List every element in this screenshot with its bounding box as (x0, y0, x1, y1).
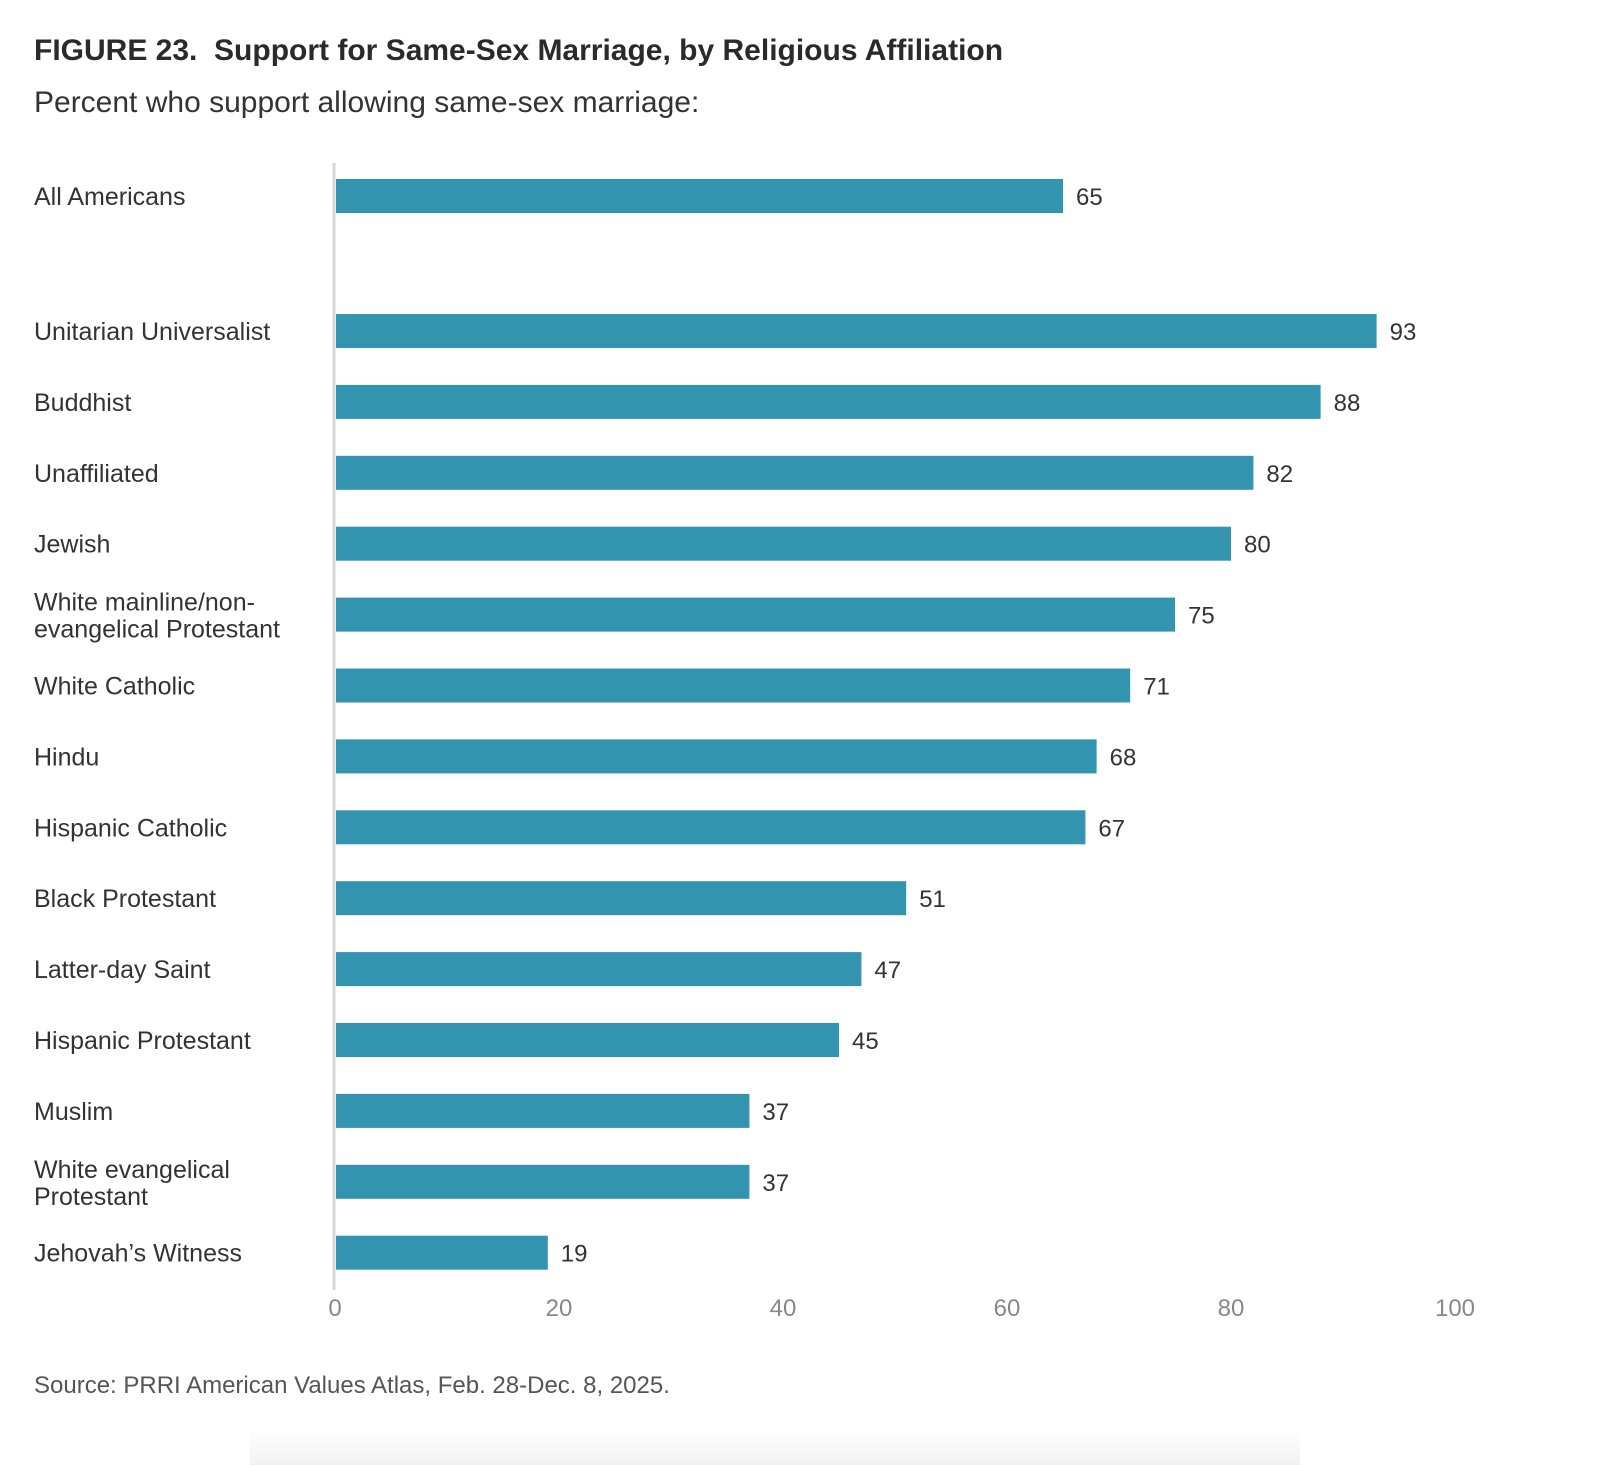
bar (336, 597, 1175, 632)
data-label: 47 (874, 957, 901, 984)
data-label: 80 (1244, 532, 1271, 559)
bar (336, 668, 1131, 703)
data-label: 37 (762, 1099, 789, 1126)
category-label: Jehovah’s Witness (34, 1240, 242, 1268)
bar (336, 881, 907, 916)
data-label: 45 (852, 1028, 879, 1055)
source-note: Source: PRRI American Values Atlas, Feb.… (34, 1372, 670, 1399)
data-label: 93 (1390, 319, 1417, 346)
bar (336, 952, 862, 987)
data-label: 19 (561, 1241, 588, 1268)
data-label: 65 (1076, 184, 1103, 211)
bar (336, 1235, 548, 1270)
data-label: 51 (919, 886, 946, 913)
chart-title: FIGURE 23. Support for Same-Sex Marriage… (34, 34, 1004, 67)
category-label: Jewish (34, 531, 110, 559)
category-label: Unitarian Universalist (34, 318, 270, 346)
data-label: 68 (1110, 744, 1137, 771)
bar (336, 179, 1063, 213)
category-label: Latter-day Saint (34, 956, 211, 984)
category-label: Black Protestant (34, 885, 216, 913)
x-tick-label: 100 (1435, 1295, 1475, 1322)
x-tick-label: 40 (770, 1295, 797, 1322)
data-label: 71 (1143, 674, 1170, 701)
category-label: Hindu (34, 743, 99, 771)
bottom-shadow (250, 1430, 1300, 1465)
bar (336, 1093, 750, 1128)
x-tick-label: 60 (994, 1295, 1021, 1322)
data-label: 37 (762, 1170, 789, 1197)
data-label: 75 (1188, 603, 1215, 630)
category-label: All Americans (34, 183, 185, 211)
category-label: White mainline/non-evangelical Protestan… (34, 589, 280, 644)
x-tick-label: 20 (546, 1295, 573, 1322)
bar (336, 526, 1231, 561)
category-label: Muslim (34, 1098, 113, 1126)
chart-subtitle: Percent who support allowing same-sex ma… (34, 86, 700, 119)
category-label: Unaffiliated (34, 460, 159, 488)
bar (336, 1023, 839, 1057)
category-label: White Catholic (34, 673, 195, 701)
category-label: Hispanic Catholic (34, 814, 227, 842)
x-tick-label: 0 (328, 1295, 341, 1322)
category-label: Hispanic Protestant (34, 1027, 251, 1055)
bar (336, 810, 1086, 845)
data-label: 82 (1266, 461, 1293, 488)
bar (336, 1164, 750, 1199)
bar (336, 314, 1377, 348)
data-label: 67 (1098, 815, 1125, 842)
bar (336, 384, 1321, 419)
category-label: White evangelical Protestant (34, 1156, 230, 1211)
category-label: Buddhist (34, 389, 131, 417)
bar (336, 455, 1254, 490)
data-label: 88 (1334, 390, 1361, 417)
x-tick-label: 80 (1218, 1295, 1245, 1322)
bar (336, 739, 1097, 774)
